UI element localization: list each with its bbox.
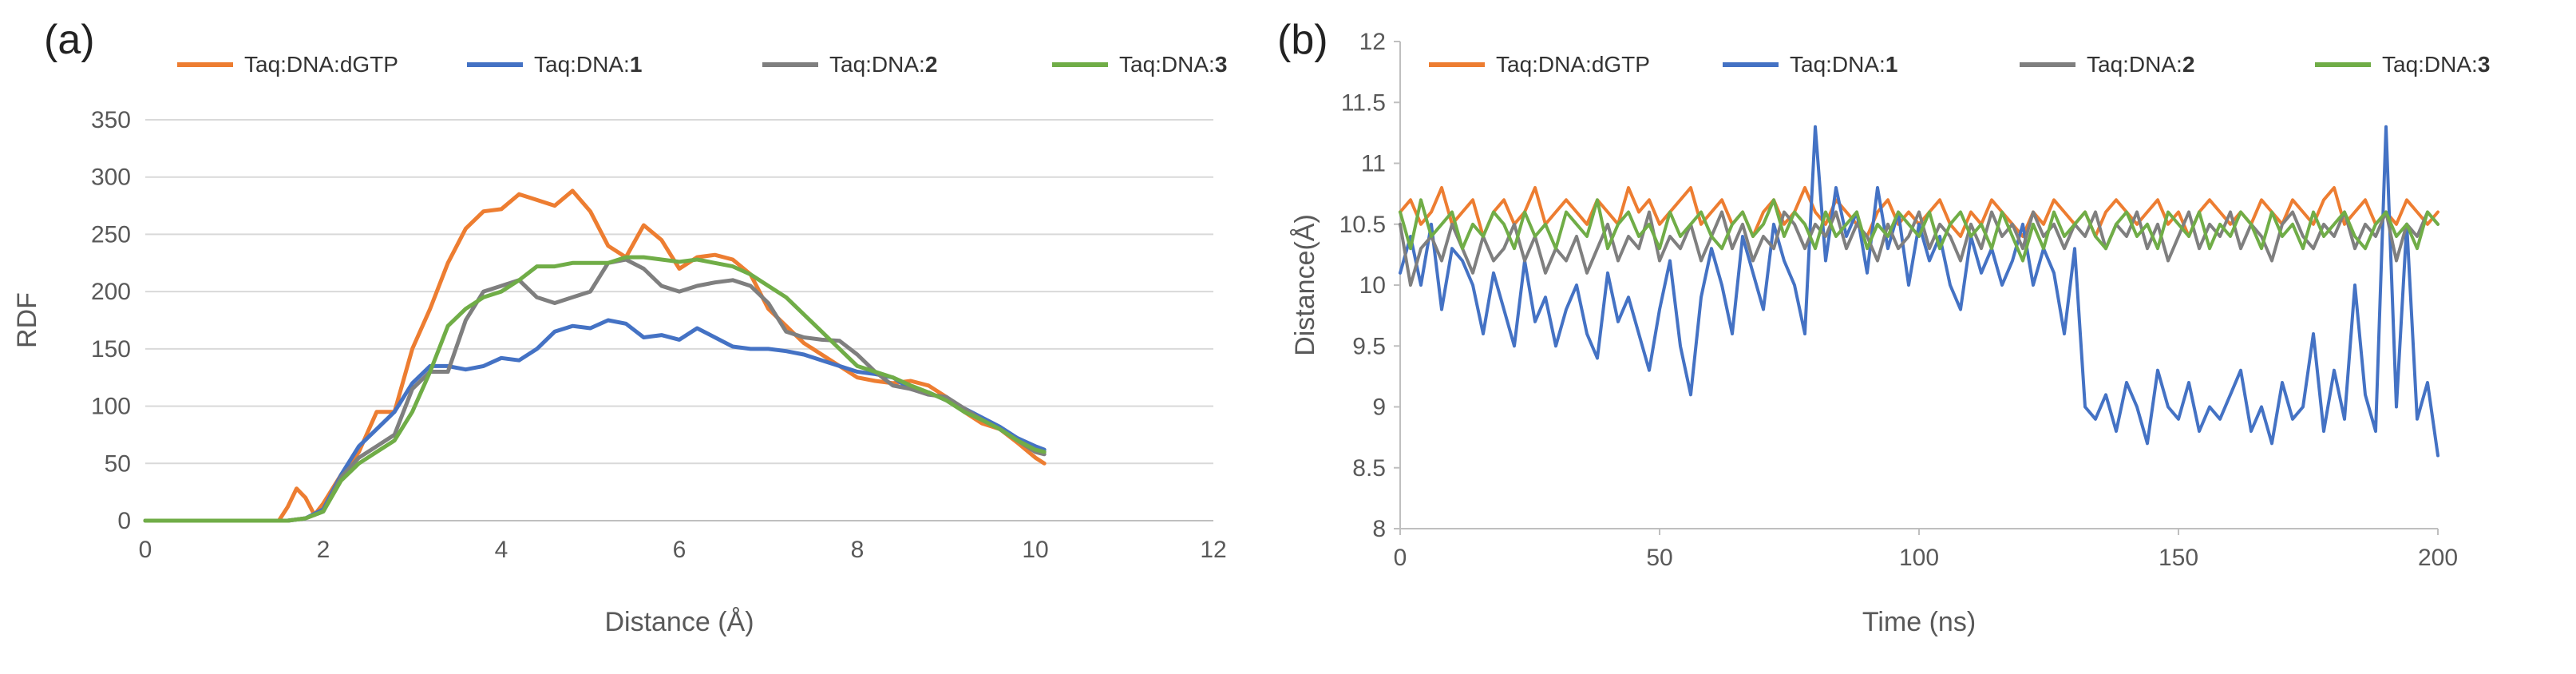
chart0-series-line-3 — [143, 255, 1047, 523]
chart1-y-tick-label: 8 — [1372, 516, 1386, 542]
chart1-legend-label: Taq:DNA:1 — [1790, 52, 1897, 77]
chart0-legend-label: Taq:DNA:1 — [534, 52, 642, 77]
chart1-legend-label-suffix: 3 — [2478, 52, 2491, 77]
chart0-legend-label-prefix: Taq:DNA: — [244, 52, 340, 77]
chart0-y-tick-label: 50 — [105, 450, 131, 477]
chart0-legend-label-suffix: 3 — [1215, 52, 1228, 77]
chart1-series-line-2 — [1399, 210, 2439, 287]
chart1-x-axis-title: Time (ns) — [1862, 607, 1976, 637]
chart0-legend-label-suffix: 2 — [925, 52, 938, 77]
chart0-x-tick-label: 0 — [139, 537, 152, 563]
chart0-y-tick-label: 0 — [117, 508, 131, 534]
chart0-legend-label-suffix: dGTP — [340, 52, 398, 77]
chart0-legend-label-prefix: Taq:DNA: — [534, 52, 630, 77]
chart0-series-line-1 — [143, 318, 1047, 523]
chart1-y-tick-label: 12 — [1359, 29, 1386, 55]
chart0-x-tick-label: 12 — [1200, 537, 1226, 563]
chart1-legend-label: Taq:DNA:3 — [2382, 52, 2490, 77]
chart1-y-tick-label: 11.5 — [1341, 89, 1386, 116]
chart0-legend-label: Taq:DNA:3 — [1119, 52, 1227, 77]
chart0-x-axis-title: Distance (Å) — [604, 607, 754, 637]
chart1-x-tick-label: 100 — [1899, 545, 1939, 571]
chart1-legend-label-prefix: Taq:DNA: — [2087, 52, 2182, 77]
chart0-x-tick-label: 8 — [851, 537, 865, 563]
chart0-legend-label: Taq:DNA:2 — [829, 52, 937, 77]
chart0-y-tick-label: 350 — [91, 107, 131, 133]
chart0-legend-label-suffix: 1 — [630, 52, 643, 77]
chart0-y-tick-label: 200 — [91, 279, 131, 305]
chart1-y-axis-title: Distance(Å) — [1290, 214, 1320, 356]
chart0-y-tick-label: 100 — [91, 394, 131, 420]
chart1-y-tick-label: 10.5 — [1339, 212, 1386, 238]
chart1-x-tick-label: 50 — [1646, 545, 1672, 571]
chart1-legend-label-prefix: Taq:DNA: — [2382, 52, 2478, 77]
chart0-series-line-dgtp — [143, 188, 1047, 523]
chart1-legend-label-suffix: 2 — [2182, 52, 2195, 77]
chart1-x-tick-label: 200 — [2418, 545, 2458, 571]
chart1-legend-label-prefix: Taq:DNA: — [1496, 52, 1592, 77]
chart1-series-line-1 — [1399, 125, 2439, 458]
chart0-y-tick-label: 250 — [91, 221, 131, 248]
chart0-y-axis-title: RDF — [12, 292, 42, 348]
chart1-y-tick-label: 9.5 — [1352, 333, 1386, 359]
chart0-legend-label: Taq:DNA:dGTP — [244, 52, 398, 77]
chart0-series-line-2 — [143, 257, 1047, 523]
chart0-x-tick-label: 4 — [495, 537, 508, 563]
panel-b: (b) 8 8.5 9 9.5 10 10.5 11 11.5 12 0 50 100 150 200 Ti… — [1277, 0, 2576, 674]
chart0-x-tick-label: 6 — [673, 537, 687, 563]
panel-a-label: (a) — [44, 17, 95, 63]
chart1-legend-label-prefix: Taq:DNA: — [1790, 52, 1886, 77]
chart1-x-tick-label: 150 — [2159, 545, 2198, 571]
chart0-y-tick-label: 300 — [91, 165, 131, 191]
chart0-y-tick-label: 150 — [91, 336, 131, 363]
panel-b-label: (b) — [1277, 17, 1328, 63]
panel-a: (a) 0 50 100 150 200 250 300 350 0 2 4 6 8 10 12 Distan… — [0, 0, 1277, 674]
chart1-y-tick-label: 9 — [1372, 394, 1386, 421]
chart0-legend-label-prefix: Taq:DNA: — [1119, 52, 1215, 77]
chart1-series-line-3 — [1399, 198, 2439, 263]
chart0-x-tick-label: 2 — [317, 537, 330, 563]
chart1-legend-label: Taq:DNA:2 — [2087, 52, 2194, 77]
chart1-y-tick-label: 10 — [1359, 272, 1386, 299]
chart1-legend-label: Taq:DNA:dGTP — [1496, 52, 1650, 77]
chart1-y-tick-label: 8.5 — [1352, 455, 1386, 482]
chart0-x-tick-label: 10 — [1022, 537, 1048, 563]
chart1-x-tick-label: 0 — [1394, 545, 1407, 571]
chart1-y-tick-label: 11 — [1361, 151, 1386, 177]
chart1-legend-label-suffix: dGTP — [1592, 52, 1650, 77]
chart1-legend-label-suffix: 1 — [1886, 52, 1898, 77]
chart0-legend-label-prefix: Taq:DNA: — [829, 52, 925, 77]
